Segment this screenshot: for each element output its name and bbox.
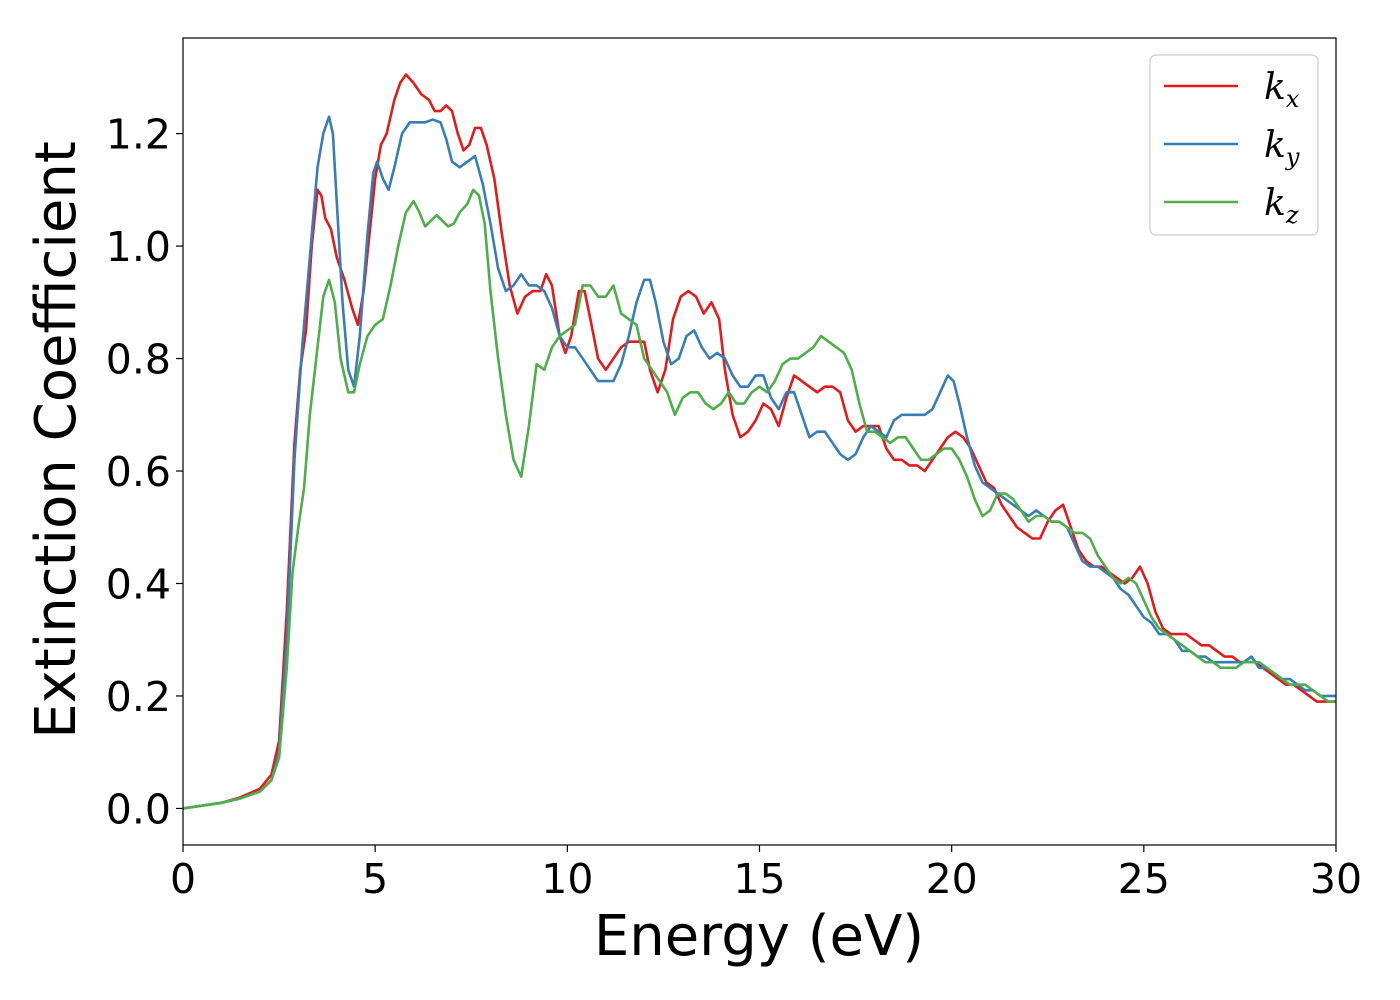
y-tick-label: 0.8	[106, 336, 171, 384]
x-tick-label: 30	[1310, 855, 1362, 903]
legend-label-z: kz	[1264, 183, 1299, 229]
y-tick-label: 0.6	[106, 448, 171, 496]
x-tick-label: 25	[1118, 855, 1170, 903]
series-line-y	[183, 115, 1336, 810]
plot-area	[183, 73, 1336, 810]
x-tick-label: 0	[170, 855, 196, 903]
y-tick-label: 0.2	[106, 673, 171, 721]
x-tick-label: 10	[541, 855, 593, 903]
x-tick-label: 20	[926, 855, 978, 903]
y-tick-label: 0.0	[106, 785, 171, 833]
axes: 0 5 10 15 20 25 30 0.0 0.2 0.4 0.6 0.8 1.0 1.2	[106, 37, 1362, 903]
series-line-z	[183, 188, 1336, 810]
y-tick-label: 0.4	[106, 560, 171, 608]
y-tick-label: 1.0	[106, 223, 171, 271]
series-line-x	[183, 73, 1336, 810]
x-tick-label: 5	[362, 855, 388, 903]
legend-label-y: ky	[1264, 125, 1300, 171]
y-axis-label: Extinction Coefficient	[24, 141, 89, 739]
legend-label-x: kx	[1264, 67, 1300, 113]
legend: kx ky kz	[1149, 54, 1319, 236]
y-tick-label: 1.2	[106, 111, 171, 159]
x-tick-label: 15	[733, 855, 785, 903]
x-axis-label: Energy (eV)	[594, 904, 924, 969]
